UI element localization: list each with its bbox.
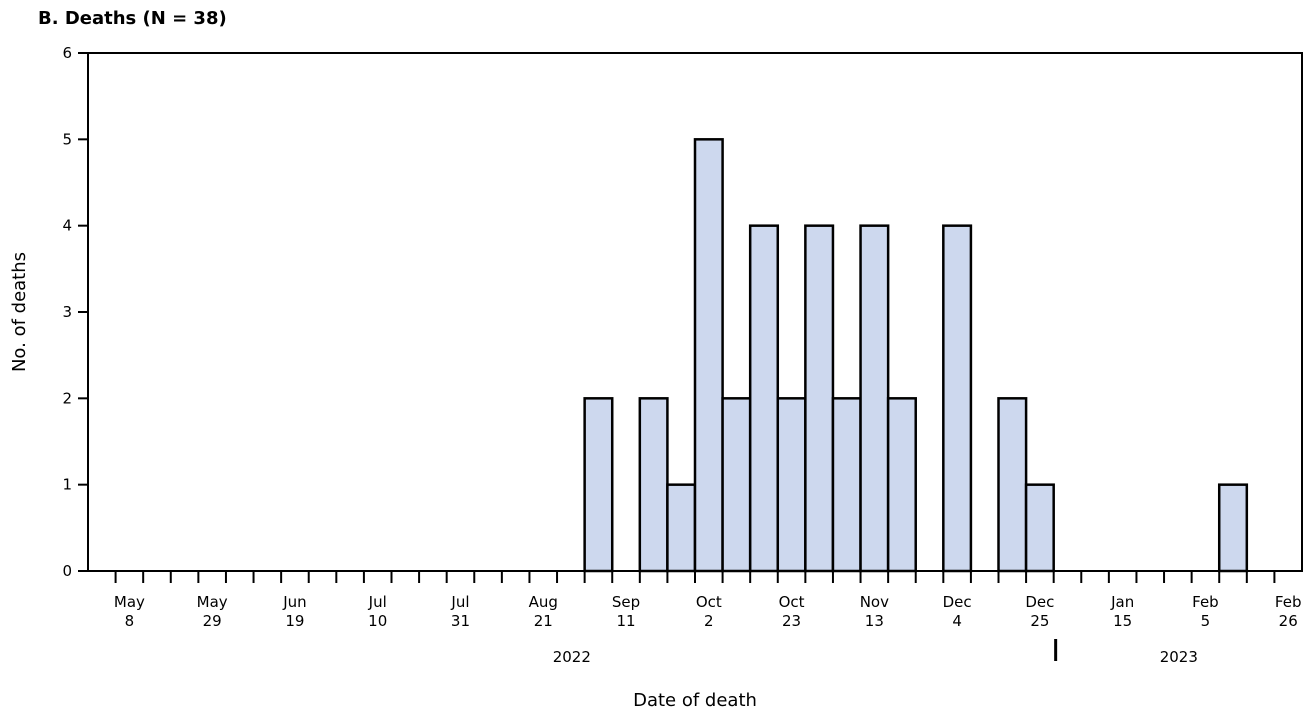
x-tick-day: 25 — [1030, 612, 1049, 630]
bar — [997, 397, 1028, 573]
bars-layer — [583, 138, 1249, 573]
x-tick-month: Feb — [1192, 593, 1219, 611]
y-axis-label: No. of deaths — [9, 252, 30, 372]
bar — [638, 397, 669, 573]
y-tick-label: 1 — [62, 476, 72, 494]
x-tick-day: 5 — [1201, 612, 1211, 630]
x-axis-label: Date of death — [633, 690, 757, 711]
x-tick-month: Sep — [612, 593, 640, 611]
x-tick-day: 21 — [534, 612, 553, 630]
bar — [693, 138, 724, 573]
x-tick-day: 31 — [451, 612, 470, 630]
bar — [831, 397, 862, 573]
chart-title: B. Deaths (N = 38) — [38, 8, 227, 29]
y-tick-label: 0 — [62, 562, 72, 580]
axes-layer — [78, 52, 1303, 661]
x-tick-month: May — [114, 593, 145, 611]
bar — [1217, 483, 1249, 573]
x-tick-month: Jan — [1110, 593, 1134, 611]
bar — [583, 397, 614, 573]
year-label-2022: 2022 — [553, 648, 591, 666]
labels-layer: 0123456May8May29Jun19Jul10Jul31Aug21Sep1… — [62, 44, 1301, 666]
x-tick-month: Oct — [696, 593, 722, 611]
x-tick-month: May — [197, 593, 228, 611]
bar — [859, 224, 890, 573]
x-tick-day: 4 — [952, 612, 962, 630]
bar — [1024, 483, 1055, 573]
x-tick-month: Jul — [368, 593, 387, 611]
y-tick-label: 2 — [62, 389, 72, 407]
bar — [721, 397, 752, 573]
bar — [748, 224, 780, 573]
bar — [666, 483, 697, 573]
x-tick-day: 11 — [616, 612, 635, 630]
year-label-2023: 2023 — [1160, 648, 1198, 666]
y-tick-label: 6 — [62, 44, 72, 62]
y-tick-label: 4 — [62, 217, 72, 235]
x-tick-day: 29 — [203, 612, 222, 630]
x-tick-month: Dec — [943, 593, 972, 611]
x-tick-day: 8 — [125, 612, 135, 630]
x-tick-day: 26 — [1279, 612, 1298, 630]
x-tick-day: 13 — [865, 612, 884, 630]
bar — [886, 397, 917, 573]
x-tick-month: Jun — [282, 593, 306, 611]
x-tick-day: 15 — [1113, 612, 1132, 630]
x-tick-month: Aug — [529, 593, 558, 611]
bar — [776, 397, 807, 573]
bar — [942, 224, 973, 573]
x-tick-month: Feb — [1275, 593, 1302, 611]
x-tick-month: Jul — [450, 593, 469, 611]
x-tick-month: Oct — [779, 593, 805, 611]
x-tick-day: 10 — [368, 612, 387, 630]
y-tick-label: 3 — [62, 303, 72, 321]
x-tick-month: Nov — [860, 593, 889, 611]
x-tick-day: 23 — [782, 612, 801, 630]
bar — [804, 224, 835, 573]
y-tick-label: 5 — [62, 130, 72, 148]
x-tick-month: Dec — [1025, 593, 1054, 611]
x-tick-day: 19 — [285, 612, 304, 630]
x-tick-day: 2 — [704, 612, 714, 630]
